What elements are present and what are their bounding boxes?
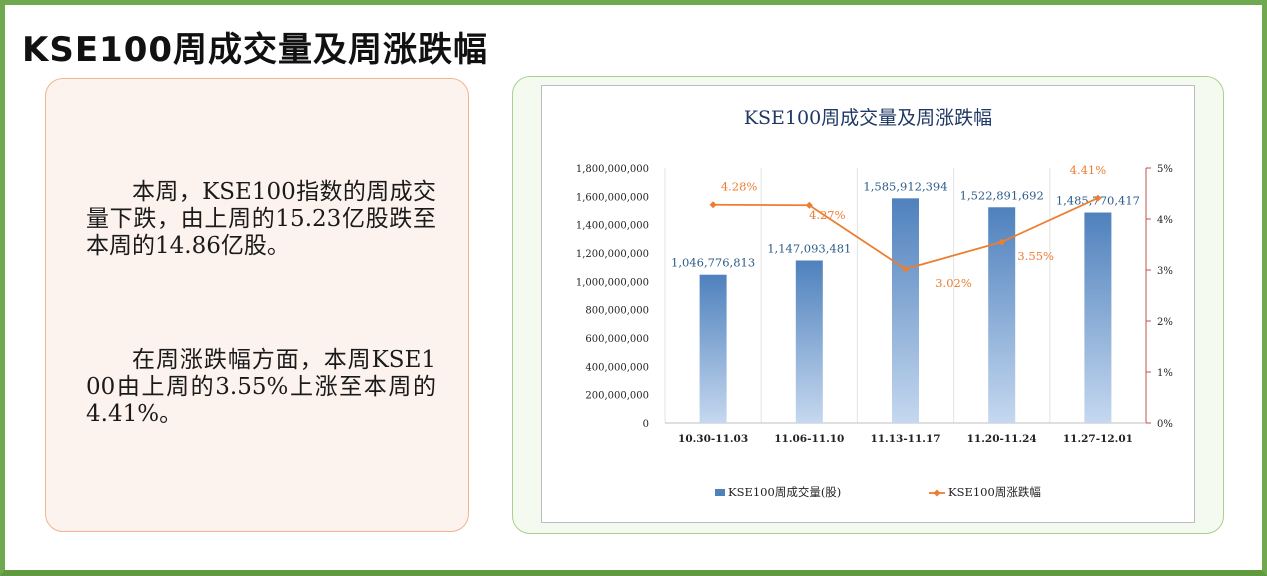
chart-svg: KSE100周成交量及周涨跌幅 1,800,000,000 1,600,000,00… [576, 107, 1173, 499]
volume-bar [892, 198, 919, 423]
y2-tick-label: 3% [1157, 266, 1173, 277]
summary-paragraph-volume: 本周，KSE100指数的周成交量下跌，由上周的15.23亿股跌至本周的14.86… [86, 179, 436, 259]
volume-bar [795, 260, 823, 423]
y-tick-label: 1,400,000,000 [576, 221, 649, 232]
volume-data-label: 1,522,891,692 [960, 188, 1044, 202]
y2-tick-label: 1% [1157, 368, 1173, 379]
y2-tick-label: 5% [1157, 164, 1173, 175]
y-tick-label: 1,000,000,000 [576, 277, 649, 288]
chart-title: KSE100周成交量及周涨跌幅 [744, 107, 992, 129]
y2-tick-label: 0% [1157, 419, 1173, 430]
legend-bar-swatch [715, 489, 725, 496]
change-data-label: 3.55% [1017, 249, 1054, 263]
volume-data-label: 1,046,776,813 [671, 256, 755, 270]
y-tick-label: 600,000,000 [585, 334, 649, 345]
volume-bar [1084, 212, 1112, 423]
change-point [709, 201, 717, 209]
y-tick-label: 1,600,000,000 [576, 192, 649, 203]
change-point [805, 201, 813, 209]
x-tick-label: 11.27-12.01 [1063, 433, 1133, 445]
y2-tick-label: 4% [1157, 215, 1173, 226]
change-data-label: 4.27% [809, 208, 846, 222]
legend-line-label: KSE100周涨跌幅 [948, 485, 1041, 499]
volume-bar [699, 274, 727, 423]
y-tick-label: 800,000,000 [585, 306, 649, 317]
change-point [1094, 194, 1102, 202]
x-tick-label: 10.30-11.03 [678, 433, 748, 445]
legend-bar-label: KSE100周成交量(股) [728, 485, 841, 499]
volume-data-label: 1,147,093,481 [767, 241, 851, 255]
summary-paragraph-change: 在周涨跌幅方面，本周KSE100由上周的3.55%上涨至本周的4.41%。 [86, 347, 436, 427]
legend-line-marker [933, 489, 941, 497]
x-tick-label: 11.20-11.24 [967, 433, 1037, 445]
summary-panel: 本周，KSE100指数的周成交量下跌，由上周的15.23亿股跌至本周的14.86… [45, 78, 469, 532]
x-tick-label: 11.13-11.17 [870, 433, 940, 445]
change-data-label: 4.28% [721, 180, 758, 194]
x-tick-label: 11.06-11.10 [774, 433, 844, 445]
change-point [902, 265, 909, 273]
y-tick-label: 1,800,000,000 [576, 164, 649, 175]
chart-area: KSE100周成交量及周涨跌幅 1,800,000,000 1,600,000,00… [541, 85, 1195, 523]
volume-data-label: 1,585,912,394 [863, 179, 947, 193]
change-data-label: 3.02% [935, 276, 972, 290]
y-tick-label: 200,000,000 [585, 391, 649, 402]
page-title: KSE100周成交量及周涨跌幅 [22, 30, 489, 70]
y-tick-label: 400,000,000 [585, 362, 649, 373]
y-tick-label: 1,200,000,000 [576, 249, 649, 260]
y2-tick-label: 2% [1157, 317, 1173, 328]
y-tick-label: 0 [643, 419, 649, 430]
change-point [998, 238, 1006, 246]
change-data-label: 4.41% [1070, 163, 1107, 177]
